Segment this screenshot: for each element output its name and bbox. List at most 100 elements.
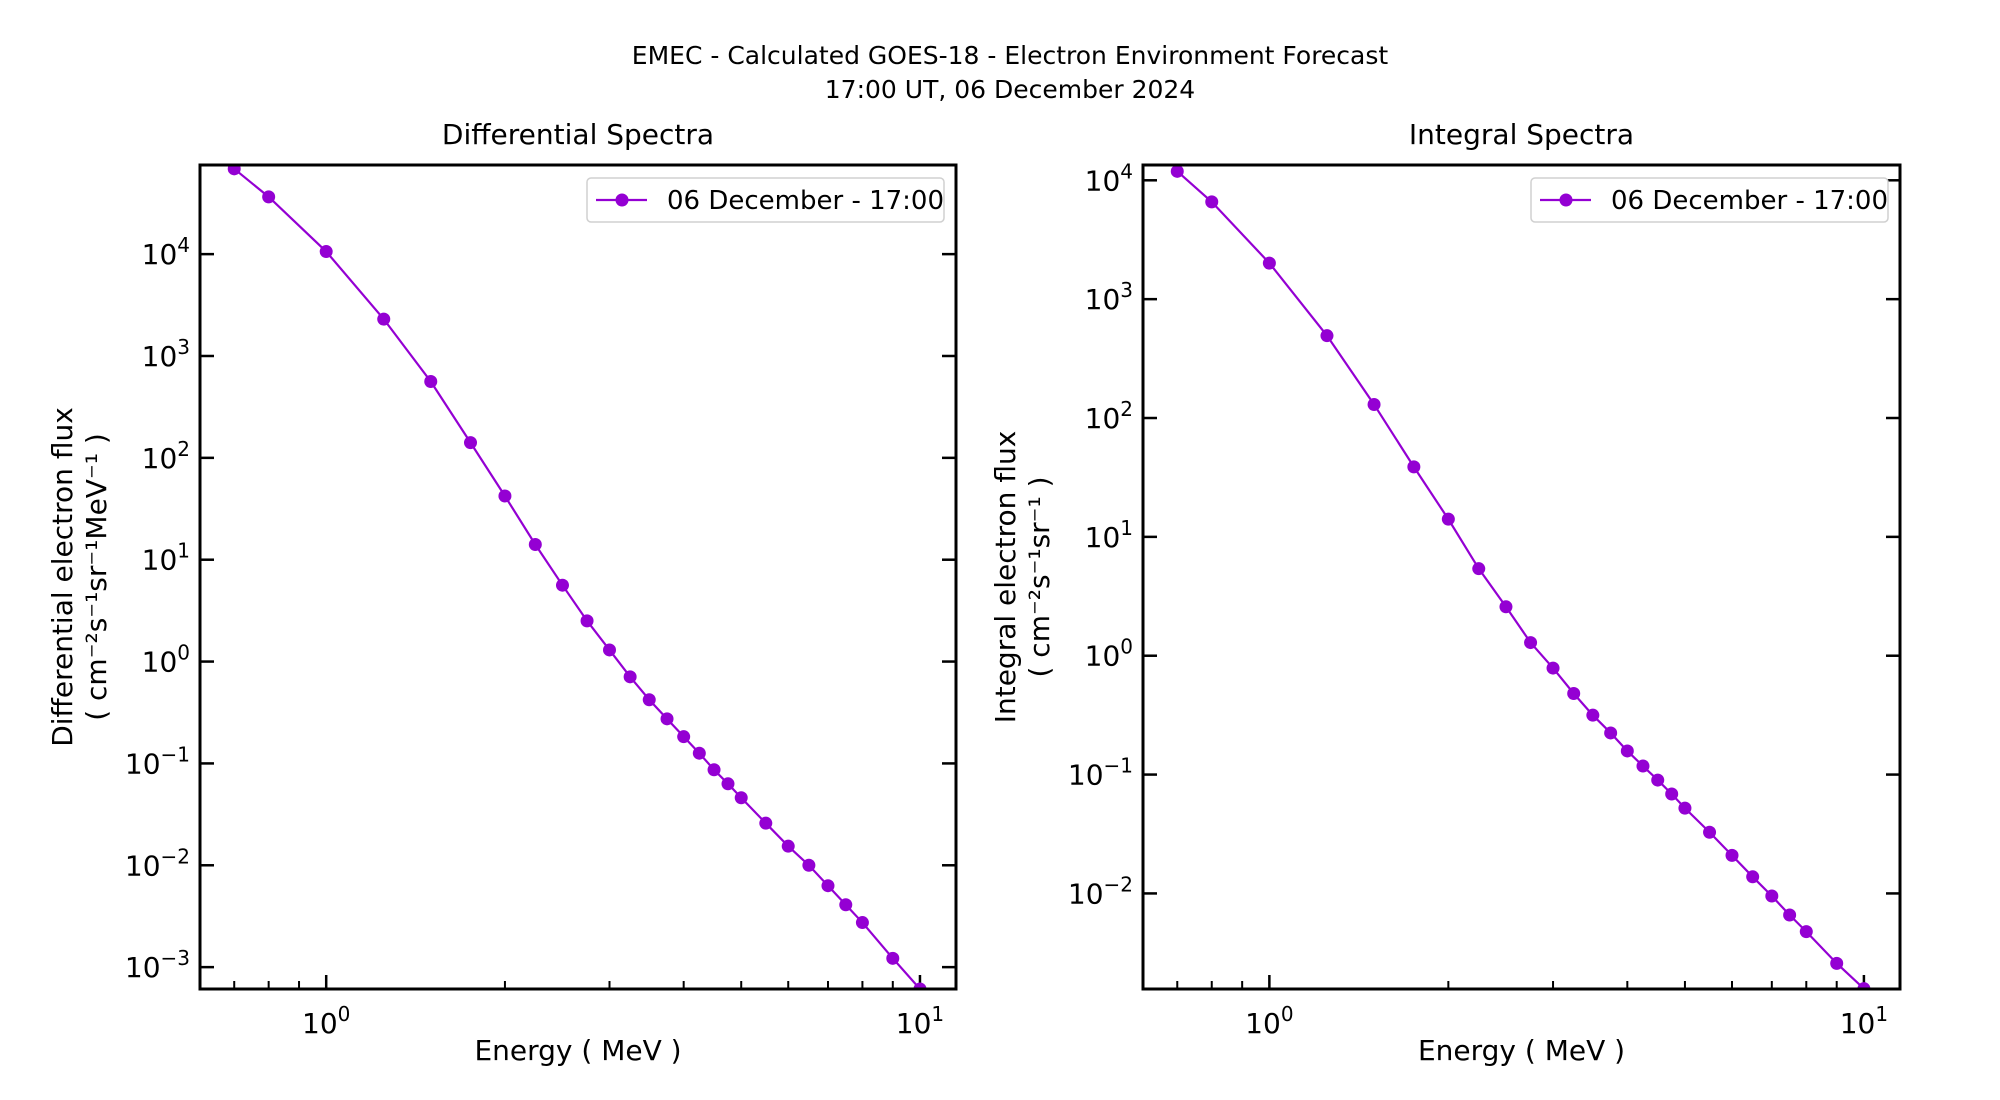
y-tick-label-base: 10 bbox=[1085, 640, 1121, 673]
data-point bbox=[1620, 744, 1634, 758]
y-tick-label-exponent: 2 bbox=[1120, 397, 1133, 421]
data-point bbox=[1651, 773, 1665, 787]
y-tick-label: 10−1 bbox=[1068, 754, 1133, 792]
data-point bbox=[424, 374, 438, 388]
y-tick-label-base: 10 bbox=[1085, 521, 1121, 554]
data-point bbox=[262, 190, 276, 204]
data-point bbox=[721, 777, 735, 791]
data-point bbox=[1799, 925, 1813, 939]
x-tick-label-base: 10 bbox=[1840, 1007, 1876, 1040]
x-tick-label: 101 bbox=[1840, 1002, 1888, 1040]
series-group bbox=[227, 165, 927, 989]
data-point bbox=[1320, 329, 1334, 343]
data-point bbox=[1725, 848, 1739, 862]
data-point bbox=[1567, 686, 1581, 700]
y-tick-label-base: 10 bbox=[142, 442, 178, 475]
y-tick-label-exponent: 4 bbox=[1120, 159, 1133, 183]
legend-dot-marker bbox=[1559, 193, 1573, 207]
data-point bbox=[602, 643, 616, 657]
legend: 06 December - 17:00 bbox=[1530, 177, 1889, 223]
data-point bbox=[802, 858, 816, 872]
legend-label: 06 December - 17:00 bbox=[667, 186, 944, 216]
data-point bbox=[319, 245, 333, 259]
y-tick-label: 104 bbox=[1085, 159, 1133, 197]
data-point bbox=[1746, 870, 1760, 884]
y-tick-label-exponent: −1 bbox=[1104, 754, 1133, 778]
y-tick-label-exponent: 0 bbox=[1120, 635, 1133, 659]
data-point bbox=[1524, 636, 1538, 650]
y-tick-label: 10−2 bbox=[1068, 872, 1133, 910]
y-tick-label-exponent: 0 bbox=[177, 641, 190, 665]
data-point bbox=[1857, 982, 1871, 989]
data-point bbox=[377, 312, 391, 326]
y-tick-label-exponent: −3 bbox=[161, 946, 190, 970]
x-tick-label-base: 10 bbox=[1245, 1007, 1281, 1040]
legend-label: 06 December - 17:00 bbox=[1611, 186, 1888, 216]
series-line bbox=[233, 167, 921, 989]
axes-frame bbox=[1141, 163, 1902, 991]
x-tick-label-exponent: 0 bbox=[1281, 1002, 1294, 1026]
data-point bbox=[642, 693, 656, 707]
y-tick-label: 10−2 bbox=[125, 844, 190, 882]
x-tick-label: 101 bbox=[896, 1002, 944, 1040]
y-axis-label-line2: ( cm⁻²s⁻¹sr⁻¹MeV⁻¹ ) bbox=[80, 433, 113, 721]
data-point bbox=[677, 730, 691, 744]
data-point bbox=[1604, 726, 1618, 740]
data-point bbox=[821, 879, 835, 893]
data-point bbox=[464, 436, 478, 450]
y-tick-label: 102 bbox=[142, 437, 190, 475]
y-tick-label-base: 10 bbox=[142, 646, 178, 679]
data-point bbox=[734, 791, 748, 805]
y-axis-label-line2: ( cm⁻²s⁻¹sr⁻¹ ) bbox=[1023, 476, 1056, 677]
legend-frame bbox=[1530, 177, 1889, 223]
data-point bbox=[1830, 956, 1844, 970]
x-tick-label-base: 10 bbox=[302, 1007, 338, 1040]
y-tick-label-base: 10 bbox=[1085, 283, 1121, 316]
y-tick-label-base: 10 bbox=[1085, 402, 1121, 435]
data-point bbox=[1499, 600, 1513, 614]
data-point bbox=[1546, 661, 1560, 675]
y-tick-label-exponent: −1 bbox=[161, 742, 190, 766]
data-point bbox=[1665, 787, 1679, 801]
figure-title-line1: EMEC - Calculated GOES-18 - Electron Env… bbox=[632, 41, 1389, 70]
data-point bbox=[498, 489, 512, 503]
data-point bbox=[623, 670, 637, 684]
y-tick-label-base: 10 bbox=[1085, 164, 1121, 197]
y-tick-label: 10−3 bbox=[125, 946, 190, 984]
x-tick-label: 100 bbox=[302, 1002, 350, 1040]
axes-title: Integral Spectra bbox=[1409, 118, 1634, 151]
data-point bbox=[1586, 708, 1600, 722]
x-tick-label-base: 10 bbox=[896, 1007, 932, 1040]
y-tick-label: 101 bbox=[1085, 516, 1133, 554]
y-tick-label-base: 10 bbox=[142, 544, 178, 577]
data-point bbox=[692, 746, 706, 760]
data-point bbox=[1678, 801, 1692, 815]
legend-frame bbox=[586, 177, 945, 223]
data-point bbox=[839, 898, 853, 912]
y-tick-label-base: 10 bbox=[1068, 877, 1104, 910]
data-point bbox=[855, 916, 869, 930]
axes-frame bbox=[198, 163, 958, 991]
data-point bbox=[528, 538, 542, 552]
data-point bbox=[1636, 759, 1650, 773]
y-tick-label-exponent: −2 bbox=[161, 844, 190, 868]
x-axis-label: Energy ( MeV ) bbox=[1418, 1034, 1625, 1067]
y-tick-label-base: 10 bbox=[125, 951, 161, 984]
data-point bbox=[1262, 256, 1276, 270]
y-tick-label: 100 bbox=[142, 641, 190, 679]
data-point bbox=[580, 614, 594, 628]
y-tick-label: 103 bbox=[1085, 278, 1133, 316]
y-tick-label: 10−1 bbox=[125, 742, 190, 780]
data-point bbox=[886, 951, 900, 965]
y-tick-label-base: 10 bbox=[1068, 759, 1104, 792]
series-line bbox=[1176, 170, 1865, 989]
y-tick-label-exponent: 1 bbox=[177, 539, 190, 563]
data-point bbox=[1170, 165, 1184, 178]
y-tick-label: 101 bbox=[142, 539, 190, 577]
data-point bbox=[1205, 195, 1219, 209]
y-tick-label-base: 10 bbox=[142, 238, 178, 271]
data-point bbox=[555, 578, 569, 592]
data-point bbox=[759, 816, 773, 830]
data-point bbox=[1367, 397, 1381, 411]
